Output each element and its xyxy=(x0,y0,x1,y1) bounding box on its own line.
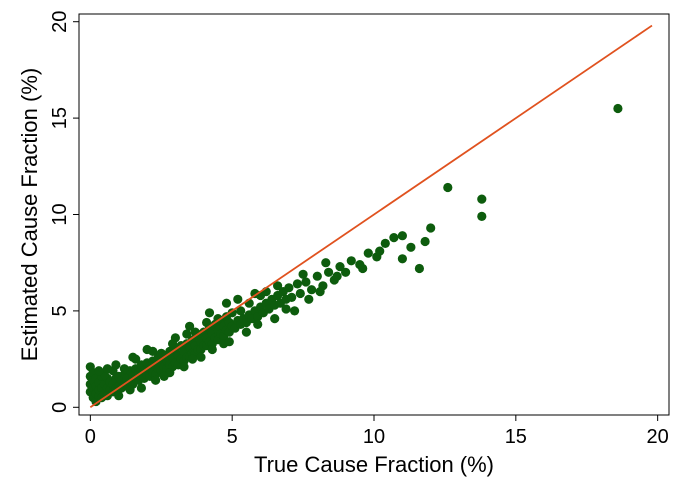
y-axis-label: Estimated Cause Fraction (%) xyxy=(17,68,42,361)
data-point xyxy=(159,371,169,381)
x-tick-label: 20 xyxy=(647,426,669,448)
data-point xyxy=(185,321,195,331)
x-tick-label: 15 xyxy=(505,426,527,448)
x-axis-ticks: 0 5 10 15 20 xyxy=(85,415,669,448)
data-point xyxy=(241,327,251,337)
data-point xyxy=(281,304,291,314)
data-point xyxy=(224,337,234,347)
data-point xyxy=(236,306,246,316)
data-point xyxy=(111,360,121,370)
data-point xyxy=(389,233,399,243)
data-point xyxy=(335,262,345,272)
data-point xyxy=(207,344,217,355)
data-point xyxy=(253,319,263,329)
data-point xyxy=(233,294,243,304)
data-point xyxy=(273,281,283,291)
data-point xyxy=(341,267,351,277)
data-point xyxy=(179,362,189,372)
data-point xyxy=(613,103,623,114)
data-point xyxy=(324,267,334,277)
data-point xyxy=(102,364,112,374)
data-point xyxy=(397,231,407,241)
data-point xyxy=(443,182,453,193)
y-tick-label: 5 xyxy=(49,305,71,316)
data-point xyxy=(182,329,192,339)
data-point xyxy=(284,283,294,293)
data-point xyxy=(213,314,223,324)
y-tick-label: 15 xyxy=(49,107,71,129)
data-point xyxy=(375,246,385,256)
data-point xyxy=(119,364,129,374)
x-tick-label: 5 xyxy=(227,426,238,448)
data-point xyxy=(426,223,436,233)
data-point xyxy=(301,277,311,287)
data-point xyxy=(287,292,297,302)
data-point xyxy=(477,211,487,221)
data-point xyxy=(94,366,104,376)
data-point xyxy=(406,242,416,252)
x-tick-label: 10 xyxy=(363,426,385,448)
data-point xyxy=(321,258,331,268)
data-point xyxy=(290,306,300,316)
data-point xyxy=(202,317,212,328)
y-tick-label: 10 xyxy=(49,203,71,225)
data-point xyxy=(131,354,141,364)
y-tick-label: 0 xyxy=(49,402,71,413)
data-point xyxy=(420,236,430,247)
x-tick-label: 0 xyxy=(85,426,96,448)
data-point xyxy=(397,254,407,264)
x-axis-label: True Cause Fraction (%) xyxy=(254,452,494,477)
data-point xyxy=(477,194,487,204)
data-point xyxy=(346,256,356,266)
data-point xyxy=(168,339,178,349)
data-point xyxy=(295,288,305,299)
data-point xyxy=(125,385,135,395)
data-point xyxy=(204,308,215,318)
data-point xyxy=(298,269,308,279)
data-point xyxy=(187,354,198,364)
y-axis-ticks: 0 5 10 15 20 xyxy=(49,11,79,413)
data-point xyxy=(315,287,325,297)
data-point xyxy=(250,288,260,299)
data-point xyxy=(114,391,124,401)
data-point xyxy=(227,308,237,318)
data-point xyxy=(307,285,317,295)
data-point xyxy=(221,298,232,308)
reference-line xyxy=(89,24,653,409)
data-point xyxy=(380,238,390,248)
data-point xyxy=(151,375,161,385)
data-point xyxy=(196,352,206,362)
data-point xyxy=(148,346,158,356)
data-point xyxy=(136,383,146,393)
data-point xyxy=(292,279,302,289)
data-point xyxy=(358,263,368,274)
data-point xyxy=(270,314,280,324)
data-point xyxy=(414,263,424,274)
data-point xyxy=(312,271,322,281)
data-point xyxy=(332,271,342,281)
y-tick-label: 20 xyxy=(49,11,71,33)
data-point xyxy=(304,294,314,304)
data-point xyxy=(156,348,166,358)
data-point xyxy=(363,248,373,258)
